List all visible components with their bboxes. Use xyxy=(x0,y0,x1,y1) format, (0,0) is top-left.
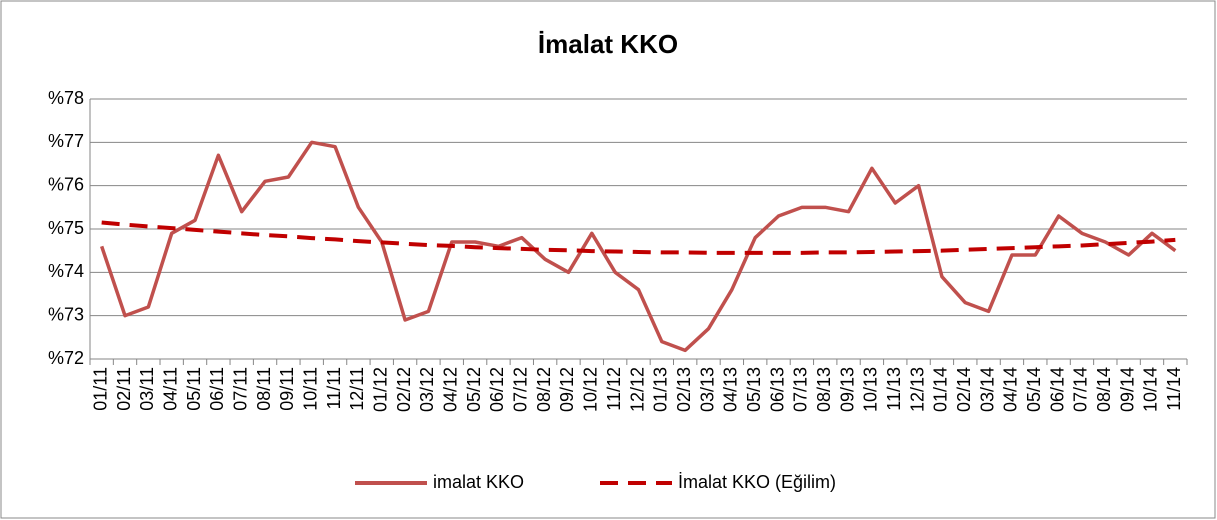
x-tick-label: 08/11 xyxy=(254,367,274,411)
y-tick-label: %72 xyxy=(48,348,84,368)
x-tick-label: 10/11 xyxy=(300,367,320,411)
data-line xyxy=(100,140,1177,353)
x-tick-label: 03/13 xyxy=(697,367,717,412)
chart-title: İmalat KKO xyxy=(538,29,678,59)
x-tick-label: 10/13 xyxy=(861,367,881,412)
x-tick-label: 01/12 xyxy=(371,367,391,412)
x-tick-label: 05/11 xyxy=(184,367,204,411)
y-tick-label: %74 xyxy=(48,261,84,281)
x-tick-label: 02/13 xyxy=(674,367,694,412)
legend-label: imalat KKO xyxy=(433,472,524,492)
x-tick-label: 01/13 xyxy=(651,367,671,412)
x-tick-label: 05/14 xyxy=(1024,367,1044,412)
x-tick-label: 12/11 xyxy=(347,367,367,411)
x-tick-label: 11/12 xyxy=(604,367,624,411)
x-tick-label: 12/12 xyxy=(627,367,647,412)
x-tick-label: 09/12 xyxy=(557,367,577,412)
y-tick-label: %78 xyxy=(48,88,84,108)
x-tick-label: 06/11 xyxy=(207,367,227,411)
x-tick-label: 08/12 xyxy=(534,367,554,412)
x-tick-label: 11/14 xyxy=(1164,367,1184,411)
x-tick-label: 06/12 xyxy=(487,367,507,412)
x-tick-label: 12/13 xyxy=(907,367,927,412)
x-tick-label: 04/13 xyxy=(721,367,741,412)
legend-label: İmalat KKO (Eğilim) xyxy=(678,472,836,492)
trend-line xyxy=(101,220,1176,255)
x-tick-label: 09/13 xyxy=(837,367,857,412)
y-tick-label: %75 xyxy=(48,218,84,238)
x-tick-label: 09/11 xyxy=(277,367,297,411)
x-tick-label: 07/14 xyxy=(1071,367,1091,412)
x-tick-label: 04/12 xyxy=(441,367,461,412)
y-tick-label: %77 xyxy=(48,131,84,151)
x-tick-label: 01/14 xyxy=(931,367,951,412)
x-tick-label: 06/13 xyxy=(767,367,787,412)
x-tick-label: 11/13 xyxy=(884,367,904,411)
x-tick-label: 08/13 xyxy=(814,367,834,412)
x-tick-label: 01/11 xyxy=(90,367,110,411)
x-tick-label: 09/14 xyxy=(1117,367,1137,412)
x-tick-label: 03/11 xyxy=(137,367,157,411)
x-tick-label: 02/14 xyxy=(954,367,974,412)
x-tick-label: 11/11 xyxy=(324,367,344,409)
x-tick-label: 07/13 xyxy=(791,367,811,412)
x-tick-label: 02/11 xyxy=(114,367,134,411)
x-tick-label: 10/14 xyxy=(1141,367,1161,412)
x-tick-label: 07/12 xyxy=(511,367,531,412)
x-tick-label: 03/14 xyxy=(977,367,997,412)
y-tick-label: %76 xyxy=(48,174,84,194)
x-tick-label: 08/14 xyxy=(1094,367,1114,412)
x-tick-label: 04/11 xyxy=(160,367,180,411)
x-tick-label: 02/12 xyxy=(394,367,414,412)
x-tick-label: 05/13 xyxy=(744,367,764,412)
y-tick-label: %73 xyxy=(48,304,84,324)
x-tick-label: 05/12 xyxy=(464,367,484,412)
x-tick-label: 03/12 xyxy=(417,367,437,412)
x-tick-label: 04/14 xyxy=(1001,367,1021,412)
x-tick-label: 06/14 xyxy=(1047,367,1067,412)
x-tick-label: 10/12 xyxy=(581,367,601,412)
x-tick-label: 07/11 xyxy=(230,367,250,411)
